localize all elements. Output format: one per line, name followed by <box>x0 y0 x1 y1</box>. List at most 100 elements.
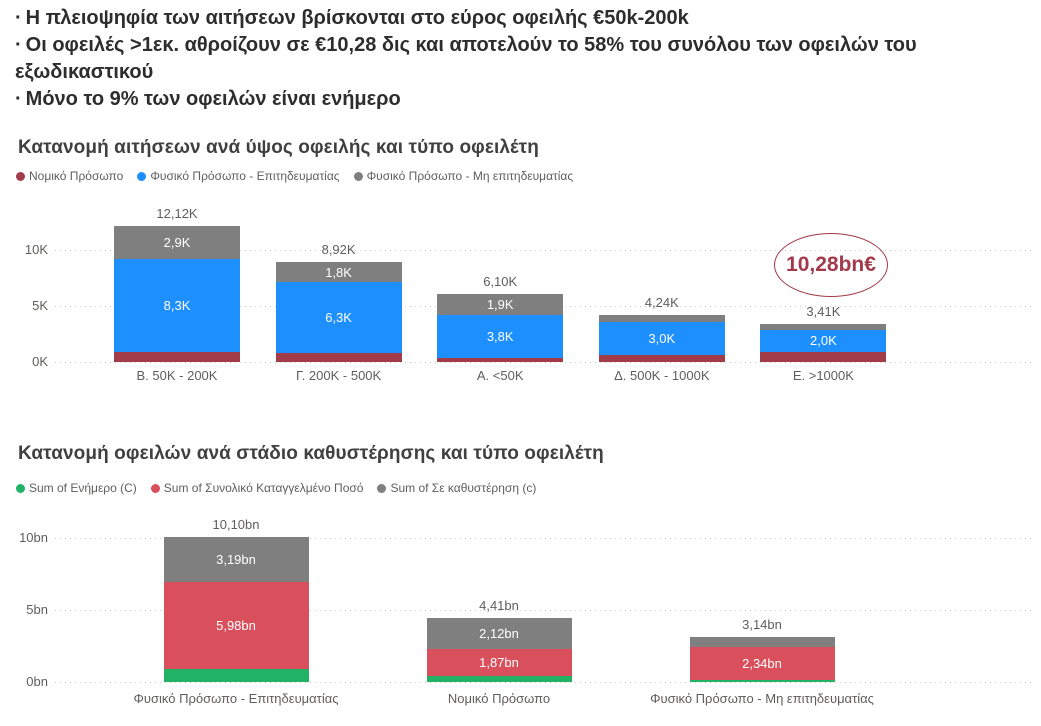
legend-item[interactable]: Φυσικό Πρόσωπο - Μη επιτηδευματίας <box>353 169 574 183</box>
x-axis-category-label: Β. 50K - 200K <box>136 368 218 383</box>
bar-total-label: 4,41bn <box>479 598 519 614</box>
bar-segment[interactable] <box>598 355 725 362</box>
bar-total-label: 4,24K <box>644 294 679 310</box>
bar-total-label: 3,14bn <box>742 616 782 632</box>
legend-label: Sum of Συνολικό Καταγγελμένο Ποσό <box>163 481 364 495</box>
x-axis-category-label: Φυσικό Πρόσωπο - Μη επιτηδευματίας <box>650 691 874 706</box>
bar-segment[interactable]: 2,34bn <box>689 646 835 681</box>
bar-total-label: 10,10bn <box>212 516 260 532</box>
segment-data-label: 1,8K <box>325 264 352 280</box>
insight-line-3: · Μόνο το 9% των οφειλών είναι ενήμερο <box>6 86 996 113</box>
gridline <box>55 610 1033 611</box>
chart1-title: Κατανομή αιτήσεων ανά ύψος οφειλής και τ… <box>18 137 539 158</box>
bar-total-label: 6,10K <box>483 273 518 289</box>
segment-data-label: 3,19bn <box>216 552 256 567</box>
legend-swatch-icon <box>137 171 147 181</box>
segment-data-label: 2,12bn <box>479 626 519 642</box>
legend-item[interactable]: Sum of Ενήμερο (C) <box>16 481 137 495</box>
bar-segment[interactable]: 5,98bn <box>163 582 309 669</box>
segment-data-label: 1,9K <box>486 296 514 312</box>
segment-data-label: 3,0K <box>648 330 676 346</box>
bar-segment[interactable]: 6,3K <box>275 282 402 353</box>
legend-item[interactable]: Sum of Συνολικό Καταγγελμένο Ποσό <box>150 481 364 495</box>
bar-total-label: 12,12K <box>156 206 198 222</box>
bar-segment[interactable] <box>689 680 835 682</box>
bar-segment[interactable]: 2,0K <box>760 329 887 353</box>
x-axis-category-label: Δ. 500K - 1000K <box>614 368 710 383</box>
bar-segment[interactable]: 1,8K <box>275 262 402 283</box>
x-axis-category-label: Γ. 200K - 500K <box>295 368 382 383</box>
insight-line-2: · Οι οφειλές >1εκ. αθροίζουν σε €10,28 δι… <box>6 32 996 86</box>
segment-data-label: 6,3K <box>325 310 352 326</box>
bar-segment[interactable] <box>760 352 887 362</box>
legend-label: Νομικό Πρόσωπο <box>29 169 124 183</box>
bar-segment[interactable] <box>760 323 887 330</box>
bar-total-label: 8,92K <box>321 242 356 258</box>
bar-segment[interactable]: 8,3K <box>114 258 240 352</box>
segment-data-label: 2,9K <box>163 234 191 250</box>
bullet-glyph: · <box>15 34 22 56</box>
bar-segment[interactable]: 3,0K <box>598 321 725 356</box>
gridline <box>55 538 1033 539</box>
bar-segment[interactable] <box>114 351 240 362</box>
segment-data-label: 3,8K <box>486 328 514 344</box>
bar-segment[interactable]: 2,9K <box>114 226 240 259</box>
x-axis-category-label: Α. <50K <box>476 368 524 383</box>
gridline <box>55 250 1033 251</box>
bar-segment[interactable]: 3,8K <box>437 314 564 358</box>
segment-data-label: 2,0K <box>810 333 837 349</box>
chart2-title: Κατανομή οφειλών ανά στάδιο καθυστέρησης… <box>18 443 604 464</box>
legend-swatch-icon <box>16 171 25 181</box>
legend-swatch-icon <box>353 171 363 181</box>
legend-label: Sum of Σε καθυστέρηση (c) <box>390 481 537 495</box>
x-axis-category-label: Φυσικό Πρόσωπο - Επιτηδευματίας <box>133 691 339 706</box>
x-axis-category-label: Νομικό Πρόσωπο <box>447 691 551 706</box>
legend-swatch-icon <box>16 483 25 493</box>
bar-segment[interactable]: 2,12bn <box>426 618 572 649</box>
insights-header: · Η πλειοψηφία των αιτήσεων βρίσκονται στ… <box>6 5 996 113</box>
legend-label: Sum of Ενήμερο (C) <box>29 481 137 495</box>
legend-swatch-icon <box>377 483 387 493</box>
bar-segment[interactable]: 3,19bn <box>163 536 309 583</box>
bar-total-label: 3,41K <box>806 303 841 319</box>
bar-segment[interactable] <box>163 668 309 682</box>
bullet-glyph: · <box>15 88 22 110</box>
segment-data-label: 8,3K <box>163 297 191 313</box>
bullet-glyph: · <box>15 7 22 29</box>
y-axis-tick-label: 10K <box>24 242 48 257</box>
legend-swatch-icon <box>150 483 160 493</box>
bar-segment[interactable] <box>598 314 725 322</box>
legend-item[interactable]: Νομικό Πρόσωπο <box>16 169 123 183</box>
bar-segment[interactable]: 1,9K <box>437 293 564 315</box>
insight-line-1: · Η πλειοψηφία των αιτήσεων βρίσκονται στ… <box>6 5 996 32</box>
bar-segment[interactable]: 1,87bn <box>426 649 572 676</box>
annotation-text: 10,28bn€ <box>786 253 876 276</box>
chart1-legend: Νομικό Πρόσωπο Φυσικό Πρόσωπο - Επιτηδευμ… <box>16 169 573 183</box>
y-axis-tick-label: 5K <box>32 298 48 313</box>
bar-segment[interactable] <box>437 357 564 362</box>
legend-item[interactable]: Φυσικό Πρόσωπο - Επιτηδευματίας <box>137 169 340 183</box>
annotation-ellipse: 10,28bn€ <box>774 233 888 297</box>
x-axis-category-label: Ε. >1000K <box>792 368 854 383</box>
y-axis-tick-label: 0bn <box>26 674 48 689</box>
y-axis-tick-label: 0K <box>32 354 48 369</box>
legend-item[interactable]: Sum of Σε καθυστέρηση (c) <box>377 481 536 495</box>
y-axis-tick-label: 10bn <box>19 530 48 545</box>
chart2-legend: Sum of Ενήμερο (C) Sum of Συνολικό Καταγγ… <box>16 481 536 495</box>
segment-data-label: 1,87bn <box>479 654 519 670</box>
bar-segment[interactable] <box>426 675 572 682</box>
segment-data-label: 5,98bn <box>216 618 256 634</box>
bar-segment[interactable] <box>275 352 402 362</box>
insight-text-1: Η πλειοψηφία των αιτήσεων βρίσκονται στο… <box>25 7 689 29</box>
legend-label: Φυσικό Πρόσωπο - Επιτηδευματίας <box>150 169 340 183</box>
legend-label: Φυσικό Πρόσωπο - Μη επιτηδευματίας <box>366 169 574 183</box>
gridline <box>55 682 1033 683</box>
segment-data-label: 2,34bn <box>742 655 782 671</box>
insight-text-3: Μόνο το 9% των οφειλών είναι ενήμερο <box>25 88 401 110</box>
bar-segment[interactable] <box>689 636 835 647</box>
y-axis-tick-label: 5bn <box>26 602 48 617</box>
insight-text-2: Οι οφειλές >1εκ. αθροίζουν σε €10,28 δις… <box>15 34 917 83</box>
